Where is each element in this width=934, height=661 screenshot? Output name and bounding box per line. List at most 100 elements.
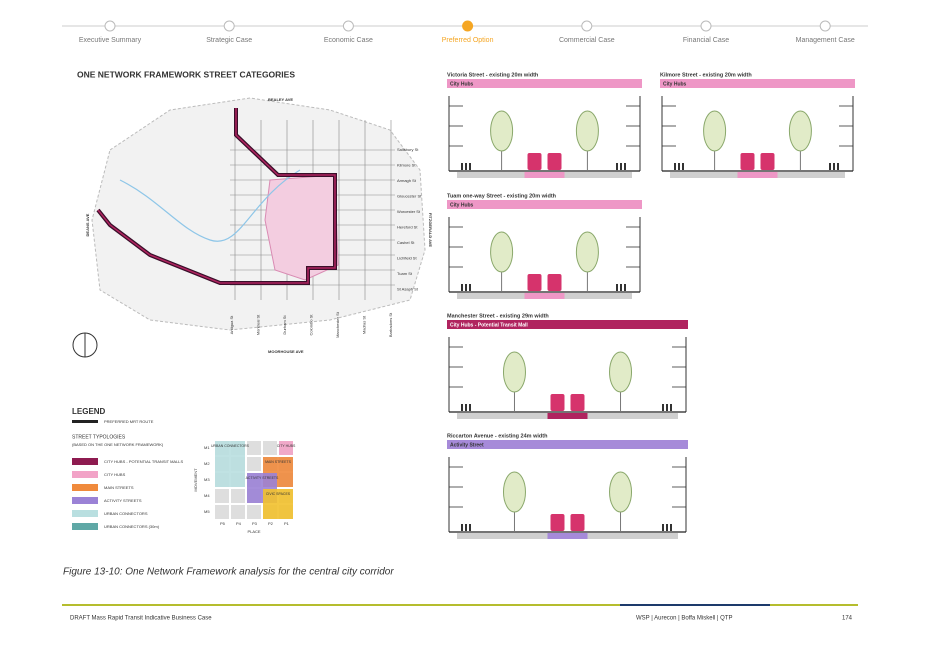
person <box>670 524 672 531</box>
map-label: MOORHOUSE AVE <box>268 349 304 354</box>
matrix-block <box>215 441 245 487</box>
legend-swatch <box>72 497 98 504</box>
matrix-cell <box>263 441 277 455</box>
footer-line <box>620 604 770 606</box>
footer-line <box>770 604 858 606</box>
map-label: FITZGERALD AVE <box>428 213 433 248</box>
map-label: Montreal St <box>256 314 261 335</box>
matrix-cell <box>247 505 261 519</box>
nav-step: Management Case <box>796 37 855 44</box>
legend-swatch <box>72 458 98 465</box>
nav-dot <box>104 20 116 32</box>
tree <box>788 110 812 152</box>
person <box>670 404 672 411</box>
matrix-cell <box>231 505 245 519</box>
legend-label: CITY HUBS - POTENTIAL TRANSIT MALLS <box>104 459 184 464</box>
section-label-bar <box>447 200 642 209</box>
map-label: Colombo St <box>309 314 314 336</box>
person <box>624 163 626 170</box>
legend-label: URBAN CONNECTORS <box>104 511 148 516</box>
person <box>829 163 831 170</box>
person <box>461 284 463 291</box>
person <box>833 163 835 170</box>
lane <box>547 533 588 539</box>
map-label: Hereford St <box>397 225 418 230</box>
nav-dot <box>462 20 474 32</box>
nav-dot <box>819 20 831 32</box>
map-label: Manchester St <box>335 311 340 338</box>
section-label-bar <box>447 79 642 88</box>
tree <box>703 110 727 152</box>
matrix-row: M2 <box>204 461 210 466</box>
bus <box>570 514 585 531</box>
map-label: Salisbury St <box>397 147 419 152</box>
bus <box>527 153 542 170</box>
section-label: City Hubs <box>450 202 474 208</box>
matrix-col: P1 <box>284 521 290 526</box>
person <box>461 404 463 411</box>
nav-dot <box>342 20 354 32</box>
matrix-cell <box>231 489 245 503</box>
matrix-cell <box>215 505 229 519</box>
matrix-block-label: URBAN CONNECTORS <box>211 444 250 448</box>
map-label: Antigua St <box>229 315 234 334</box>
nav-step: Executive Summary <box>79 37 142 44</box>
person <box>620 284 622 291</box>
matrix-col: P2 <box>268 521 274 526</box>
person <box>469 404 471 411</box>
map-label: Durham St <box>282 315 287 335</box>
map-label: Cashel St <box>397 240 415 245</box>
map-label: Kilmore St <box>397 163 416 168</box>
bus <box>547 153 562 170</box>
legend-label: PREFERRED MRT ROUTE <box>104 419 154 424</box>
bus <box>527 274 542 291</box>
person <box>616 284 618 291</box>
person <box>465 524 467 531</box>
map-label: Barbadoes St <box>388 312 393 337</box>
section-label: City Hubs <box>663 81 687 87</box>
mrt-route-inner <box>97 108 336 284</box>
bus <box>760 153 775 170</box>
lane <box>524 293 565 299</box>
section-title: Kilmore Street - existing 20m width <box>660 72 752 78</box>
person <box>666 404 668 411</box>
map-label: Lichfield St <box>397 256 417 261</box>
person <box>674 163 676 170</box>
section-label-bar <box>447 320 688 329</box>
section-label-bar <box>660 79 855 88</box>
bus <box>547 274 562 291</box>
nav-dot <box>700 20 712 32</box>
nav-step: Preferred Option <box>442 37 494 44</box>
bus <box>570 394 585 411</box>
bus <box>550 394 565 411</box>
map-label: DEANS AVE <box>85 213 90 236</box>
person <box>461 163 463 170</box>
matrix-block-label: CITY HUBS <box>277 444 296 448</box>
person <box>662 524 664 531</box>
matrix-row: M1 <box>204 445 210 450</box>
matrix-row: M5 <box>204 509 210 514</box>
map-label: Madras St <box>362 315 367 334</box>
footer-left: DRAFT Mass Rapid Transit Indicative Busi… <box>70 616 212 622</box>
tree <box>609 471 633 513</box>
matrix-block-label: MAIN STREETS <box>265 460 292 464</box>
map-label: Worcester St <box>397 209 421 214</box>
tree <box>502 351 526 393</box>
nav-dot <box>223 20 235 32</box>
section-title: Victoria Street - existing 20m width <box>447 72 539 78</box>
person <box>461 524 463 531</box>
matrix-col: P5 <box>220 521 226 526</box>
map-title: ONE NETWORK FRAMEWORK STREET CATEGORIES <box>77 69 295 79</box>
matrix-block <box>279 441 293 455</box>
section-label: City Hubs - Potential Transit Mall <box>450 322 528 328</box>
section-label: City Hubs <box>450 81 474 87</box>
legend-swatch <box>72 523 98 530</box>
matrix-col: P3 <box>252 521 258 526</box>
person <box>465 163 467 170</box>
legend-label: URBAN CONNECTORS (30m) <box>104 524 160 529</box>
bus <box>740 153 755 170</box>
person <box>469 163 471 170</box>
tree <box>490 231 514 273</box>
nav-step: Commercial Case <box>559 37 615 44</box>
